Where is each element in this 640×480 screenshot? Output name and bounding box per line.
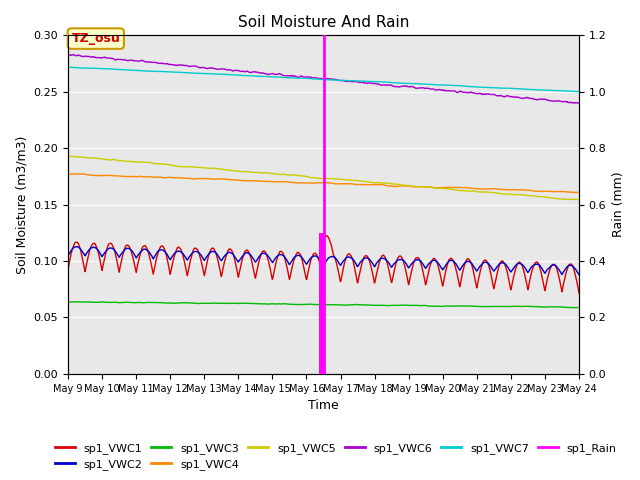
Title: Soil Moisture And Rain: Soil Moisture And Rain <box>238 15 409 30</box>
Bar <box>319 233 324 374</box>
X-axis label: Time: Time <box>308 399 339 412</box>
Y-axis label: Rain (mm): Rain (mm) <box>612 172 625 238</box>
Text: TZ_osu: TZ_osu <box>72 32 120 45</box>
Y-axis label: Soil Moisture (m3/m3): Soil Moisture (m3/m3) <box>15 135 28 274</box>
Legend: sp1_VWC1, sp1_VWC2, sp1_VWC3, sp1_VWC4, sp1_VWC5, sp1_VWC6, sp1_VWC7, sp1_Rain: sp1_VWC1, sp1_VWC2, sp1_VWC3, sp1_VWC4, … <box>51 438 621 474</box>
